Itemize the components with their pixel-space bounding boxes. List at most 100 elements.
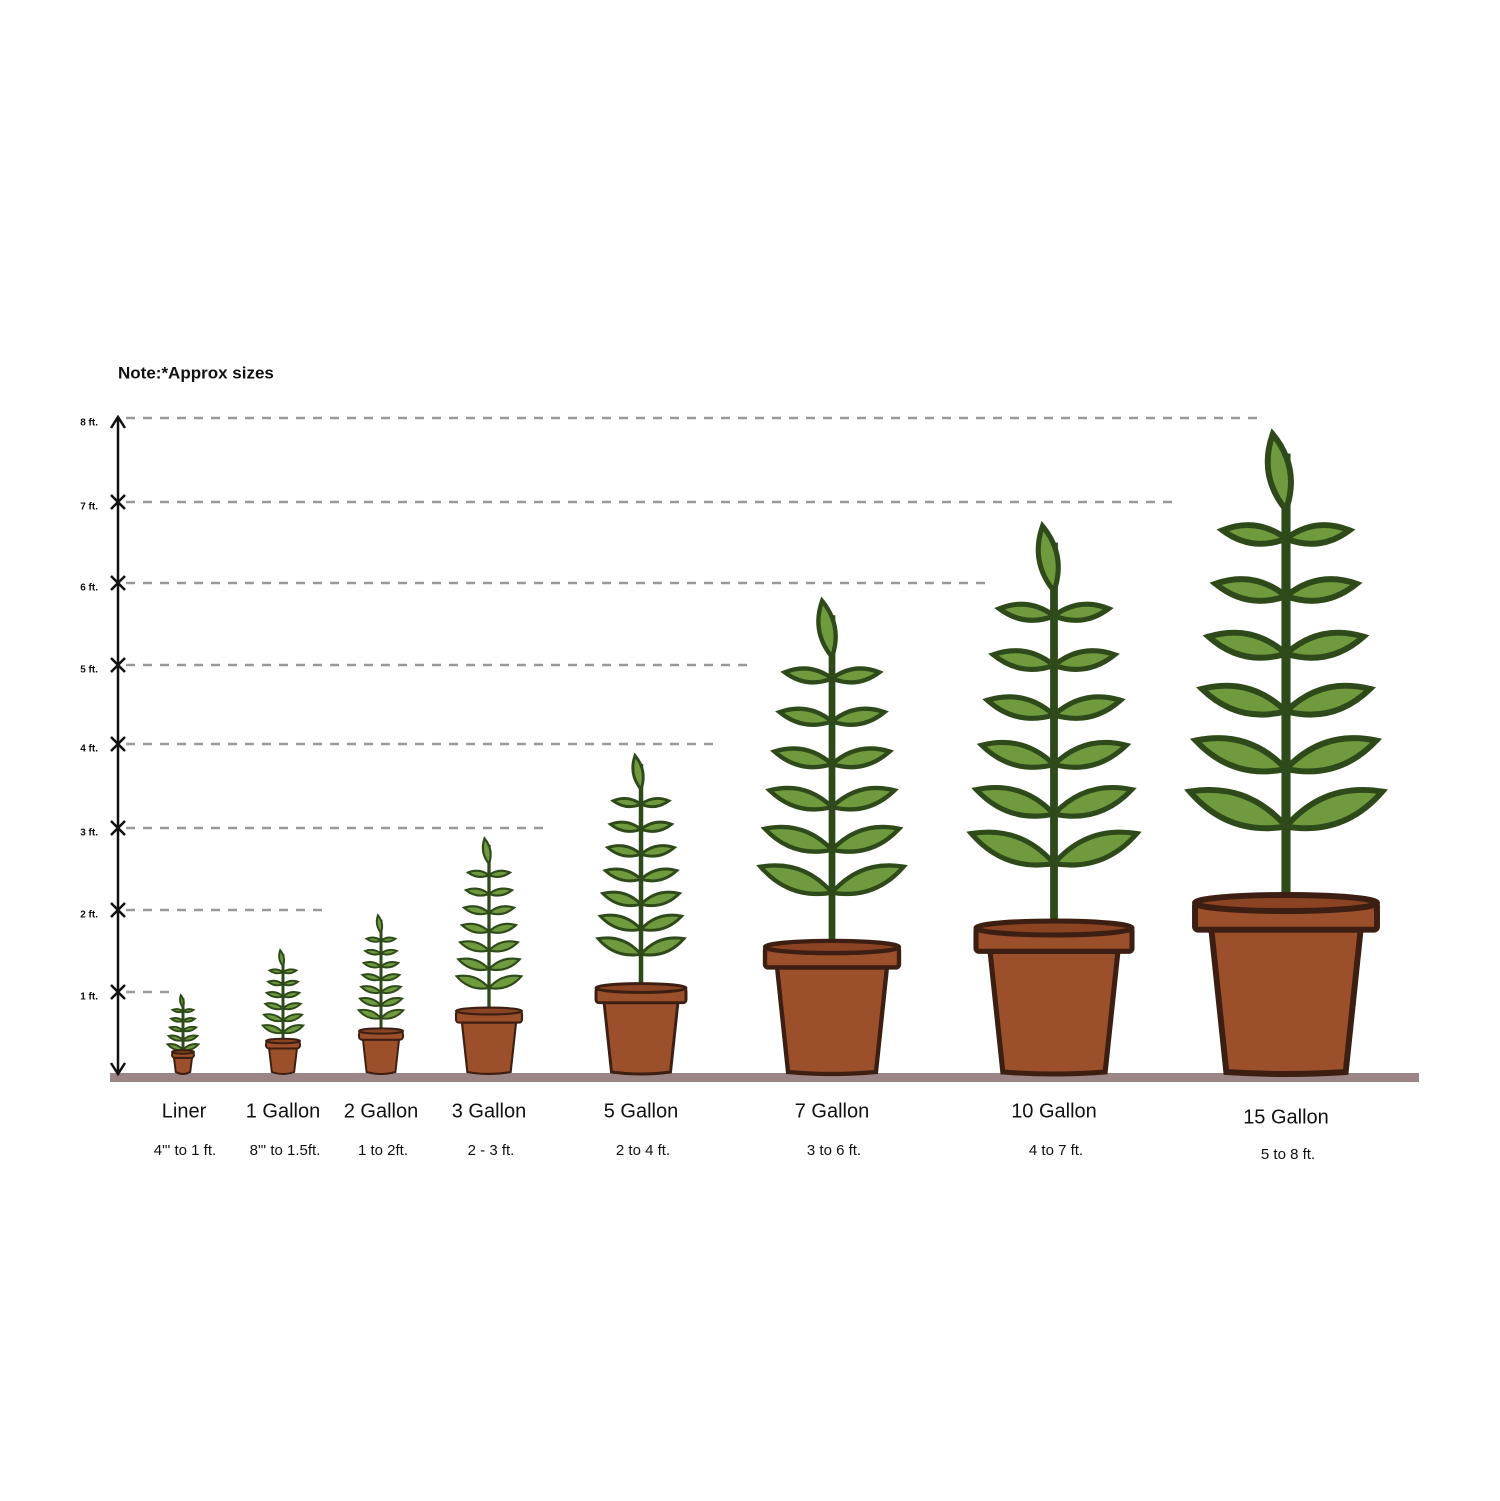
- plant: [356, 913, 406, 1075]
- size-range: 2 - 3 ft.: [468, 1142, 515, 1159]
- axis-tick: [110, 736, 126, 752]
- pot-top: [265, 1037, 301, 1045]
- leaf: [638, 936, 687, 957]
- leaf: [827, 785, 899, 812]
- leaf: [827, 666, 884, 685]
- size-name: Liner: [162, 1100, 207, 1122]
- axis-label: 8 ft.: [80, 418, 98, 429]
- pot-body: [361, 1038, 401, 1075]
- leaf: [638, 820, 675, 833]
- size-range: 4"' to 1 ft.: [154, 1142, 216, 1159]
- leaf: [379, 973, 402, 982]
- leaf: [638, 844, 678, 858]
- leaf: [363, 948, 383, 956]
- leaf: [1209, 576, 1292, 604]
- leaf: [281, 1013, 304, 1023]
- leaf: [281, 968, 299, 975]
- leaf: [1280, 786, 1388, 832]
- ground: [110, 1073, 1419, 1082]
- leaf: [607, 820, 644, 833]
- leaf: [454, 974, 492, 990]
- axis-label: 6 ft.: [80, 583, 98, 594]
- leaf: [361, 961, 383, 969]
- leaf: [988, 648, 1060, 672]
- leaf: [263, 1002, 285, 1011]
- leaf: [1280, 629, 1370, 661]
- leaf: [463, 887, 492, 897]
- leaf: [760, 824, 837, 854]
- axis-label: 3 ft.: [80, 828, 98, 839]
- leaf: [638, 867, 680, 883]
- leaf: [1048, 694, 1126, 721]
- leaf: [379, 997, 405, 1007]
- leaf: [360, 973, 383, 982]
- leaf: [638, 890, 683, 908]
- leaf: [780, 666, 837, 685]
- leaf: [756, 863, 837, 897]
- leaf: [976, 739, 1060, 770]
- leaf: [602, 867, 644, 883]
- pot-top: [358, 1027, 404, 1035]
- leaf: [765, 785, 837, 812]
- size-range: 3 to 6 ft.: [807, 1142, 861, 1159]
- pot-body: [172, 1056, 194, 1075]
- leaf: [281, 991, 302, 999]
- leaf: [827, 863, 908, 897]
- size-range: 5 to 8 ft.: [1261, 1146, 1315, 1163]
- pot-body: [267, 1047, 299, 1075]
- leaf: [356, 1008, 383, 1020]
- leaf: [631, 752, 645, 793]
- leaf: [597, 913, 644, 932]
- leaf: [1048, 648, 1120, 672]
- leaf: [595, 936, 644, 957]
- note: Note:*Approx sizes: [118, 363, 274, 382]
- leaf: [1048, 739, 1132, 770]
- leaf: [457, 940, 492, 953]
- leaf: [775, 706, 837, 727]
- pot-body: [1208, 926, 1364, 1077]
- size-range: 2 to 4 ft.: [616, 1142, 670, 1159]
- pot-top: [973, 918, 1135, 938]
- leaf: [982, 694, 1060, 721]
- leaf: [816, 596, 838, 662]
- leaf: [364, 936, 383, 943]
- leaf: [264, 991, 285, 999]
- leaf: [1196, 682, 1292, 718]
- leaf: [262, 1013, 285, 1023]
- leaf: [481, 836, 492, 866]
- leaf: [604, 844, 644, 858]
- leaf: [994, 601, 1060, 623]
- leaf: [465, 869, 492, 878]
- pot-body: [774, 965, 890, 1077]
- axis-tick: [110, 820, 126, 836]
- leaf: [357, 997, 383, 1007]
- size-range: 4 to 7 ft.: [1029, 1142, 1083, 1159]
- leaf: [379, 985, 403, 995]
- size-range: 8"' to 1.5ft.: [250, 1142, 321, 1159]
- leaf: [169, 1017, 185, 1023]
- axis-tick: [110, 575, 126, 591]
- axis-label: 5 ft.: [80, 665, 98, 676]
- pot-top: [171, 1049, 195, 1055]
- leaf: [375, 913, 384, 935]
- leaf: [1184, 786, 1292, 832]
- leaf: [281, 1002, 303, 1011]
- pot-top: [594, 982, 688, 994]
- leaf: [181, 1008, 196, 1014]
- plant: [165, 993, 201, 1075]
- leaf: [281, 1024, 306, 1035]
- leaf: [971, 784, 1059, 819]
- leaf: [181, 1025, 199, 1033]
- size-name: 1 Gallon: [246, 1100, 321, 1122]
- leaf: [1049, 784, 1137, 819]
- pot-top: [762, 938, 902, 956]
- leaf: [1280, 735, 1383, 775]
- leaf: [486, 905, 517, 916]
- axis-arrow: [109, 414, 127, 429]
- leaf: [770, 746, 837, 770]
- leaf: [260, 1024, 285, 1035]
- leaf: [638, 913, 685, 932]
- leaf: [1216, 522, 1293, 547]
